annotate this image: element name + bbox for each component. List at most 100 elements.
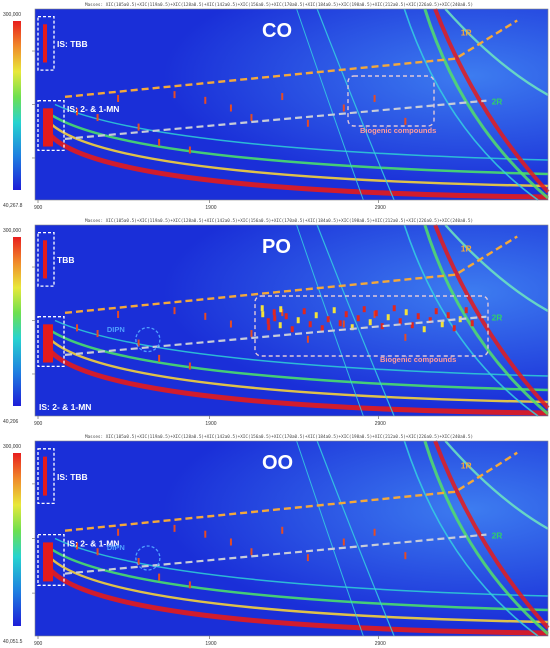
biogenic-peak [410,322,414,329]
panel-po-svg: Masses: XIC(105a0.5)+XIC(119a0.5)+XIC(12… [3,218,550,427]
biogenic-peak [356,315,360,322]
arc-curve [403,440,539,637]
biogenic-peak [267,324,271,331]
analyte-peak [117,310,120,318]
label-1r: 1R [461,28,472,38]
label-2r: 2R [492,313,503,323]
biogenic-box [254,295,489,357]
analyte-peak [229,320,232,328]
biogenic-peak [374,310,378,317]
bleed-curve [49,113,549,176]
plot-frame [34,224,549,417]
biogenic-peak [320,325,324,332]
arc-curve [423,440,549,636]
colorbar-min-label: 40,051.5 [3,639,23,645]
analyte-peak [281,526,284,534]
analyte-peak [117,94,120,102]
analyte-peak [137,339,140,347]
is-tbb-label: TBB [57,255,74,265]
arc-curve [316,440,395,637]
analyte-peak [404,117,407,125]
biogenic-peak [266,318,270,325]
arc-curve [403,8,539,201]
analyte-peak [250,548,253,556]
analyte-peak [96,548,99,556]
arc-curve [433,224,550,410]
arc-curve [403,224,539,417]
is-tbb-peak [43,456,47,496]
is-mn-label: IS: 2- & 1-MN [67,104,119,114]
biogenic-peak [380,323,384,330]
biogenic-peak [279,306,283,313]
colorbar [13,21,21,190]
arc-curve [444,8,549,96]
analyte-peak [250,114,253,122]
biogenic-peak [350,324,354,331]
arc-curve [316,224,395,417]
label-2r: 2R [492,531,503,541]
is-tbb-label: IS: TBB [57,39,88,49]
biogenic-peak [362,306,366,313]
dashed-line-2r [64,99,487,140]
analyte-peak [342,538,345,546]
is-mn-box [37,316,65,367]
biogenic-peak [386,314,390,321]
analyte-peak [342,104,345,112]
label-1r: 1R [461,460,472,470]
dipn-label: DIPN [107,543,125,552]
arc-curve [444,224,549,312]
analyte-peak [188,581,191,589]
bleed-curve [46,553,549,624]
panel-co-svg: Masses: XIC(105a0.5)+XIC(119a0.5)+XIC(12… [3,2,550,211]
arc-curve [433,8,550,194]
panel-header-masses: Masses: XIC(105a0.5)+XIC(119a0.5)+XIC(12… [85,2,473,8]
dashed-line-2r [64,533,487,575]
biogenic-peak [416,313,420,320]
panel-title: OO [262,452,293,474]
analyte-peak [306,119,309,127]
x-tick-label: 2900 [375,641,386,647]
label-2r: 2R [492,97,503,107]
is-tbb-box [37,231,55,287]
analyte-peak [158,354,161,362]
biogenic-peak [332,307,336,314]
bleed-curve [46,118,549,188]
analyte-peak [404,552,407,560]
biogenic-peak [434,308,438,315]
biogenic-label: Biogenic compounds [380,355,456,364]
biogenic-peak [398,318,402,325]
bleed-curve [42,126,549,200]
colorbar [13,237,21,406]
bleed-curve [42,342,549,416]
analyte-peak [373,310,376,318]
is-tbb-box [37,15,55,71]
dashed-line-1r [64,19,518,99]
biogenic-peak [261,311,265,318]
colorbar [13,453,21,626]
arc-curve [433,440,550,630]
x-tick-label: 1900 [205,421,216,427]
biogenic-peak [278,322,282,329]
analyte-peak [158,573,161,581]
biogenic-label: Biogenic compounds [360,126,436,135]
panel-po: Masses: XIC(105a0.5)+XIC(119a0.5)+XIC(12… [0,216,550,428]
plot-area [35,9,548,200]
analyte-peak [404,333,407,341]
analyte-peak [204,96,207,104]
plot-area [35,225,548,416]
analyte-peak [188,362,191,370]
biogenic-peak [428,317,432,324]
analyte-peak [173,524,176,532]
bleed-curve [54,319,549,377]
bleed-curve [42,560,549,636]
label-1r: 1R [461,244,472,254]
panel-header-masses: Masses: XIC(105a0.5)+XIC(119a0.5)+XIC(12… [85,434,473,440]
biogenic-peak [296,317,300,324]
plot-area [35,441,548,636]
biogenic-peak [302,308,306,315]
biogenic-peak [272,309,276,316]
dipn-circle [135,326,161,353]
analyte-peak [96,330,99,338]
analyte-peak [137,123,140,131]
x-tick-label: 900 [34,205,43,211]
